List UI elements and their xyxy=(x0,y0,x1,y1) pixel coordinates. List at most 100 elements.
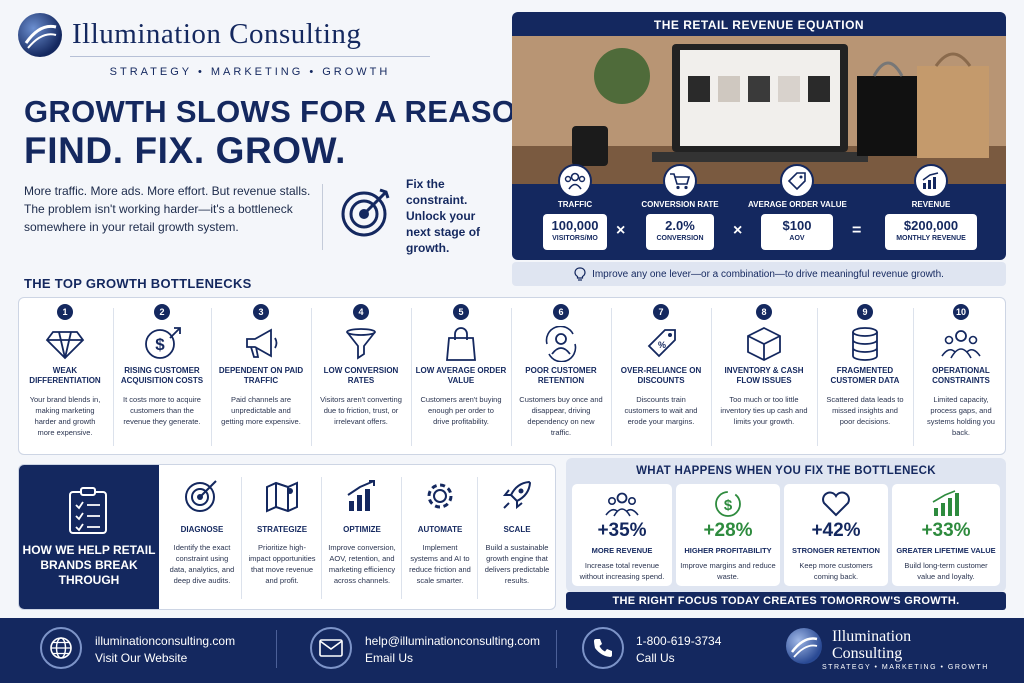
bottleneck-description: Limited capacity, process gaps, and syst… xyxy=(927,395,995,437)
bottleneck-number: 6 xyxy=(553,304,569,320)
card-divider xyxy=(913,308,914,446)
bottleneck-heading: OPERATIONAL CONSTRAINTS xyxy=(932,366,990,385)
brand-divider xyxy=(70,56,430,57)
results-title: WHAT HAPPENS WHEN YOU FIX THE BOTTLENECK xyxy=(636,465,936,477)
traffic-people-icon xyxy=(558,164,592,198)
phone-icon xyxy=(582,627,624,669)
conversion-value: 2.0% xyxy=(665,218,695,233)
step-card: OPTIMIZE Improve conversion, AOV, retent… xyxy=(323,465,401,609)
fix-callout: Fix the constraint. Unlock your next sta… xyxy=(406,177,481,255)
brand-tagline: STRATEGY • MARKETING • GROWTH xyxy=(109,66,391,78)
footer-divider xyxy=(556,630,557,668)
bottleneck-heading: WEAK DIFFERENTIATION xyxy=(29,366,101,385)
equation-note-text: Improve any one lever—or a combination—t… xyxy=(592,268,944,280)
result-value: +33% xyxy=(921,520,971,541)
mail-icon xyxy=(310,627,352,669)
equation-title: THE RETAIL REVENUE EQUATION xyxy=(653,18,865,32)
target-icon xyxy=(184,479,220,513)
brand-name: Illumination Consulting xyxy=(72,18,362,50)
step-divider xyxy=(241,477,242,599)
phone-link[interactable]: 1-800-619-3734 xyxy=(636,634,722,648)
aov-value: $100 xyxy=(782,218,812,233)
card-divider xyxy=(311,308,312,446)
gear-icon xyxy=(422,479,458,513)
step-heading: SCALE xyxy=(503,525,531,534)
website-link[interactable]: illuminationconsulting.com xyxy=(95,634,236,648)
team-icon xyxy=(941,326,981,362)
email-cta[interactable]: Email Us xyxy=(365,651,414,665)
bottleneck-card: 5 LOW AVERAGE ORDER VALUE Customers aren… xyxy=(413,298,509,456)
result-value: +42% xyxy=(811,520,861,541)
dollar-up-icon: $ xyxy=(142,326,182,362)
multiply-operator: × xyxy=(616,222,626,239)
svg-text:$: $ xyxy=(724,497,733,514)
how-we-help-panel: HOW WE HELP RETAIL BRANDS BREAK THROUGH … xyxy=(18,464,556,610)
conversion-value-box: 2.0% CONVERSION xyxy=(646,214,714,250)
bottleneck-card: 6 POOR CUSTOMER RETENTION Customers buy … xyxy=(513,298,609,456)
step-card: DIAGNOSE Identify the exact constraint u… xyxy=(163,465,241,609)
step-description: Prioritize high-impact opportunities tha… xyxy=(248,543,316,585)
bottleneck-card: 2 $ RISING CUSTOMER ACQUISITION COSTS It… xyxy=(115,298,209,456)
footer-brand-line1: Illumination xyxy=(832,628,912,645)
map-icon xyxy=(264,479,300,513)
card-divider xyxy=(411,308,412,446)
hero-divider xyxy=(322,184,323,250)
result-card: +33% GREATER LIFETIME VALUE Build long-t… xyxy=(892,484,1000,586)
aov-label: AVERAGE ORDER VALUE xyxy=(748,200,847,209)
result-description: Keep more customers coming back. xyxy=(799,561,873,581)
conversion-label: CONVERSION RATE xyxy=(641,200,719,209)
bottleneck-number: 5 xyxy=(453,304,469,320)
step-divider xyxy=(401,477,402,599)
card-divider xyxy=(211,308,212,446)
bottlenecks-grid: 1 WEAK DIFFERENTIATION Your brand blends… xyxy=(18,297,1006,455)
result-heading: GREATER LIFETIME VALUE xyxy=(896,546,996,555)
box-icon xyxy=(744,326,784,362)
step-card: SCALE Build a sustainable growth engine … xyxy=(479,465,555,609)
card-divider xyxy=(511,308,512,446)
bottleneck-description: Paid channels are unpredictable and gett… xyxy=(221,395,301,426)
revenue-label: REVENUE xyxy=(911,200,951,209)
tag-icon xyxy=(780,164,814,198)
intro-text: More traffic. More ads. More effort. But… xyxy=(24,184,311,234)
result-card: $ +28% HIGHER PROFITABILITY Improve marg… xyxy=(676,484,780,586)
discount-tag-icon: % xyxy=(641,326,681,362)
bottleneck-number: 4 xyxy=(353,304,369,320)
megaphone-icon xyxy=(241,326,281,362)
card-divider xyxy=(711,308,712,446)
result-value: +28% xyxy=(703,520,753,541)
subheadline: FIND. FIX. GROW. xyxy=(24,130,347,171)
footer-divider xyxy=(276,630,277,668)
phone-cta[interactable]: Call Us xyxy=(636,651,675,665)
aov-value-box: $100 AOV xyxy=(761,214,833,250)
bottleneck-number: 1 xyxy=(57,304,73,320)
card-divider xyxy=(817,308,818,446)
bottleneck-card: 4 LOW CONVERSION RATES Visitors aren't c… xyxy=(313,298,409,456)
step-heading: STRATEGIZE xyxy=(256,525,308,534)
footer-brand-line2: Consulting xyxy=(832,645,903,662)
database-icon xyxy=(845,326,885,362)
result-heading: STRONGER RETENTION xyxy=(792,546,880,555)
email-link[interactable]: help@illuminationconsulting.com xyxy=(365,634,540,648)
step-description: Identify the exact constraint using data… xyxy=(169,543,235,585)
bottleneck-heading: RISING CUSTOMER ACQUISITION COSTS xyxy=(120,366,204,385)
bottleneck-heading: LOW AVERAGE ORDER VALUE xyxy=(415,366,507,385)
bottleneck-card: 7 % OVER-RELIANCE ON DISCOUNTS Discounts… xyxy=(613,298,709,456)
equals-operator: = xyxy=(852,222,862,239)
footer-brand: Illumination Consulting xyxy=(832,628,911,662)
bottleneck-heading: OVER-RELIANCE ON DISCOUNTS xyxy=(620,366,702,385)
bottleneck-heading: POOR CUSTOMER RETENTION xyxy=(525,366,597,385)
people-icon xyxy=(605,490,639,518)
equation-note: Improve any one lever—or a combination—t… xyxy=(512,262,1006,286)
step-description: Implement systems and AI to reduce frict… xyxy=(409,543,471,585)
bottleneck-heading: INVENTORY & CASH FLOW ISSUES xyxy=(724,366,804,385)
results-banner: THE RIGHT FOCUS TODAY CREATES TOMORROW'S… xyxy=(566,592,1006,610)
bottleneck-number: 10 xyxy=(953,304,969,320)
website-cta[interactable]: Visit Our Website xyxy=(95,651,188,665)
bottleneck-heading: LOW CONVERSION RATES xyxy=(323,366,399,385)
cart-icon xyxy=(663,164,697,198)
footer-logo-icon xyxy=(786,628,822,664)
result-value: +35% xyxy=(597,520,647,541)
bottleneck-card: 10 OPERATIONAL CONSTRAINTS Limited capac… xyxy=(915,298,1007,456)
step-divider xyxy=(477,477,478,599)
funnel-icon xyxy=(341,326,381,362)
